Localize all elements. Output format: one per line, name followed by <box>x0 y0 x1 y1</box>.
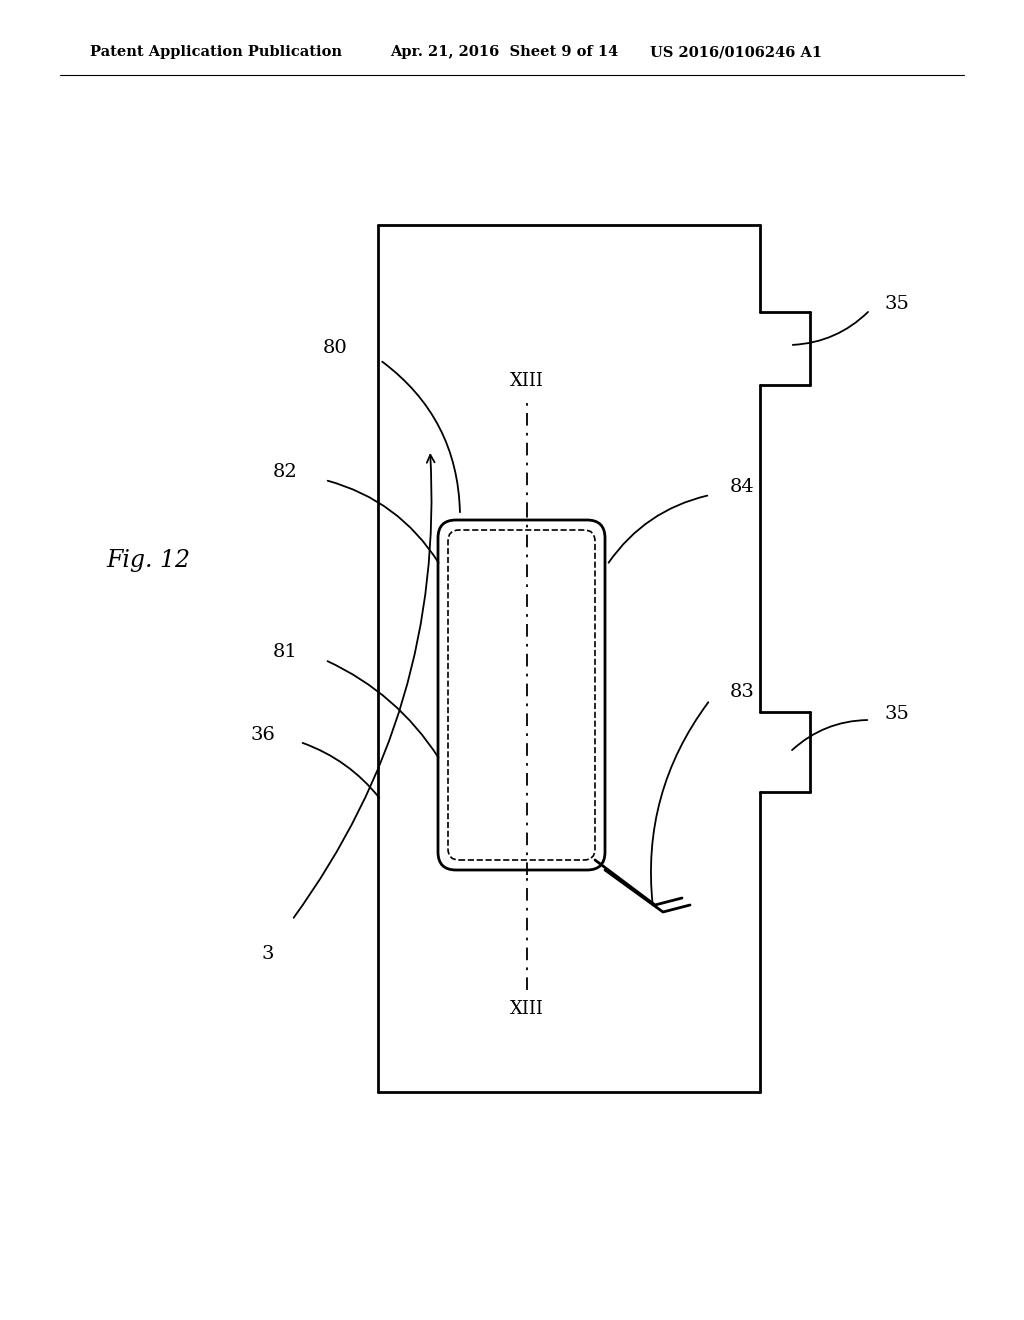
Text: Apr. 21, 2016  Sheet 9 of 14: Apr. 21, 2016 Sheet 9 of 14 <box>390 45 618 59</box>
Text: 35: 35 <box>885 294 910 313</box>
Text: Patent Application Publication: Patent Application Publication <box>90 45 342 59</box>
Text: 35: 35 <box>885 705 910 723</box>
Text: Fig. 12: Fig. 12 <box>106 549 190 572</box>
Text: XIII: XIII <box>510 372 544 389</box>
Text: 82: 82 <box>273 463 298 480</box>
Text: US 2016/0106246 A1: US 2016/0106246 A1 <box>650 45 822 59</box>
Text: 80: 80 <box>324 339 348 356</box>
Text: 83: 83 <box>730 682 755 701</box>
Text: 81: 81 <box>273 643 298 661</box>
Text: XIII: XIII <box>510 1001 544 1018</box>
Text: 3: 3 <box>262 945 274 964</box>
Text: 84: 84 <box>730 478 755 496</box>
Text: 36: 36 <box>250 726 275 744</box>
